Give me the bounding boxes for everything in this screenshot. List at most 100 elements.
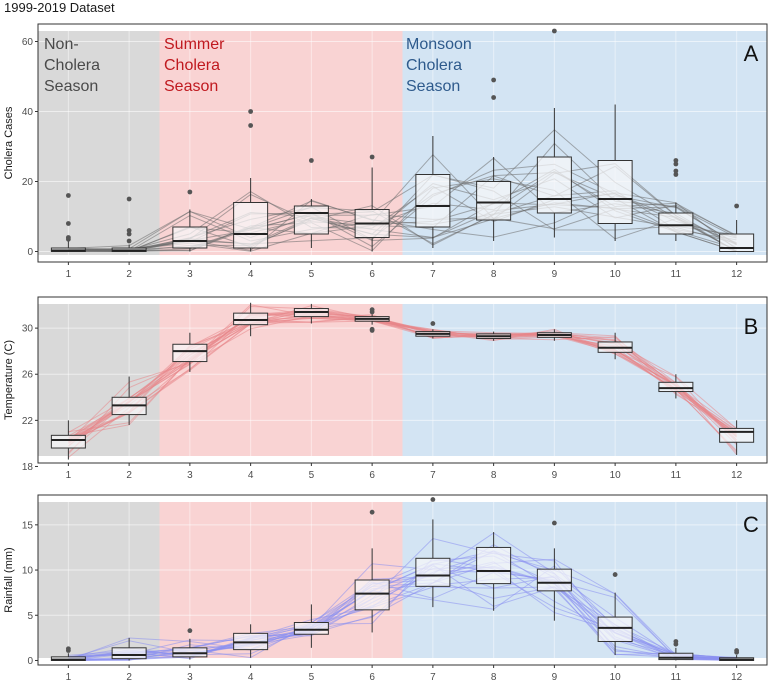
outlier-point (430, 321, 436, 326)
box-month-8 (476, 532, 512, 611)
box-month-10 (597, 332, 633, 360)
outlier-point (369, 307, 375, 313)
box-iqr (233, 202, 269, 249)
box-iqr (658, 652, 694, 661)
x-tick-label: 5 (309, 470, 315, 481)
box-month-5 (293, 303, 329, 324)
season-label-monsoon: Monsoon Cholera Season (406, 36, 472, 95)
outlier-point (673, 158, 679, 163)
box-month-12 (719, 203, 755, 252)
box-month-3 (172, 628, 208, 660)
box-month-4 (233, 109, 269, 252)
box-month-2 (111, 376, 147, 425)
y-axis-title: Rainfall (mm) (3, 547, 15, 612)
box-iqr (415, 174, 451, 228)
box-iqr (719, 427, 755, 443)
box-iqr (658, 212, 694, 235)
box-month-1 (50, 193, 86, 252)
outlier-point (612, 572, 618, 577)
x-tick-label: 3 (187, 269, 193, 280)
box-month-7 (415, 321, 451, 339)
y-tick-label: 15 (22, 520, 34, 531)
x-tick-label: 9 (552, 470, 558, 481)
y-tick-label: 18 (22, 462, 34, 473)
box-month-4 (233, 624, 269, 658)
y-tick-label: 26 (22, 370, 34, 381)
band-summer (159, 304, 403, 456)
box-month-1 (50, 420, 86, 460)
outlier-point (126, 228, 132, 233)
x-tick-label: 8 (491, 470, 497, 481)
box-month-6 (354, 509, 390, 633)
x-tick-label: 6 (369, 269, 375, 280)
band-monsoon (402, 502, 767, 658)
band-non-cholera (38, 31, 160, 255)
y-tick-label: 5 (27, 611, 33, 622)
season-non-line1: Non- (44, 36, 79, 53)
x-tick-label: 12 (731, 470, 743, 481)
outlier-point (734, 648, 740, 653)
outlier-point (248, 109, 254, 114)
box-month-5 (293, 158, 329, 248)
figure-title: 1999-2019 Dataset (4, 0, 115, 15)
x-tick-label: 10 (610, 470, 622, 481)
x-tick-label: 5 (309, 672, 315, 683)
outlier-point (369, 326, 375, 332)
x-tick-label: 1 (66, 269, 72, 280)
box-iqr (233, 312, 269, 326)
outlier-point (308, 158, 314, 163)
outlier-point (430, 497, 436, 502)
box-month-6 (354, 307, 390, 333)
x-tick-label: 7 (430, 470, 436, 481)
x-tick-label: 1 (66, 470, 72, 481)
outlier-point (126, 238, 132, 244)
season-non-line2: Cholera (44, 57, 100, 74)
season-summer-line3: Season (164, 78, 218, 95)
y-tick-label: 0 (27, 656, 33, 667)
season-label-summer: Summer Cholera Season (164, 36, 225, 95)
x-tick-label: 6 (369, 470, 375, 481)
box-month-10 (597, 572, 633, 656)
box-month-11 (658, 374, 694, 399)
x-tick-label: 1 (66, 672, 72, 683)
box-month-8 (476, 331, 512, 341)
box-iqr (476, 546, 512, 585)
x-tick-label: 4 (248, 470, 254, 481)
box-iqr (597, 160, 633, 224)
season-non-line3: Season (44, 78, 98, 95)
panel-border (37, 23, 768, 263)
box-month-10 (597, 104, 633, 241)
panel-letter: A (744, 41, 759, 66)
box-month-4 (233, 302, 269, 337)
panel-border (37, 494, 768, 666)
outlier-point (65, 235, 71, 240)
box-month-6 (354, 154, 390, 252)
x-tick-label: 8 (491, 269, 497, 280)
panel-border (37, 296, 768, 464)
x-tick-label: 9 (552, 672, 558, 683)
x-tick-label: 12 (731, 672, 743, 683)
box-month-11 (658, 639, 694, 661)
box-month-5 (293, 604, 329, 648)
y-tick-label: 60 (22, 37, 34, 48)
outlier-point (187, 189, 193, 195)
band-monsoon (402, 31, 767, 255)
outlier-point (369, 154, 375, 160)
box-month-8 (476, 77, 512, 241)
x-tick-label: 6 (369, 672, 375, 683)
box-month-7 (415, 497, 451, 608)
box-iqr (293, 205, 329, 235)
outlier-point (187, 628, 193, 634)
box-month-7 (415, 136, 451, 248)
outlier-point (491, 95, 497, 100)
panel-letter: B (744, 314, 759, 339)
outlier-point (551, 28, 557, 34)
x-tick-label: 2 (126, 672, 132, 683)
season-monsoon-line2: Cholera (406, 57, 462, 74)
x-tick-label: 7 (430, 269, 436, 280)
season-summer-line2: Cholera (164, 57, 220, 74)
box-iqr (111, 647, 147, 660)
